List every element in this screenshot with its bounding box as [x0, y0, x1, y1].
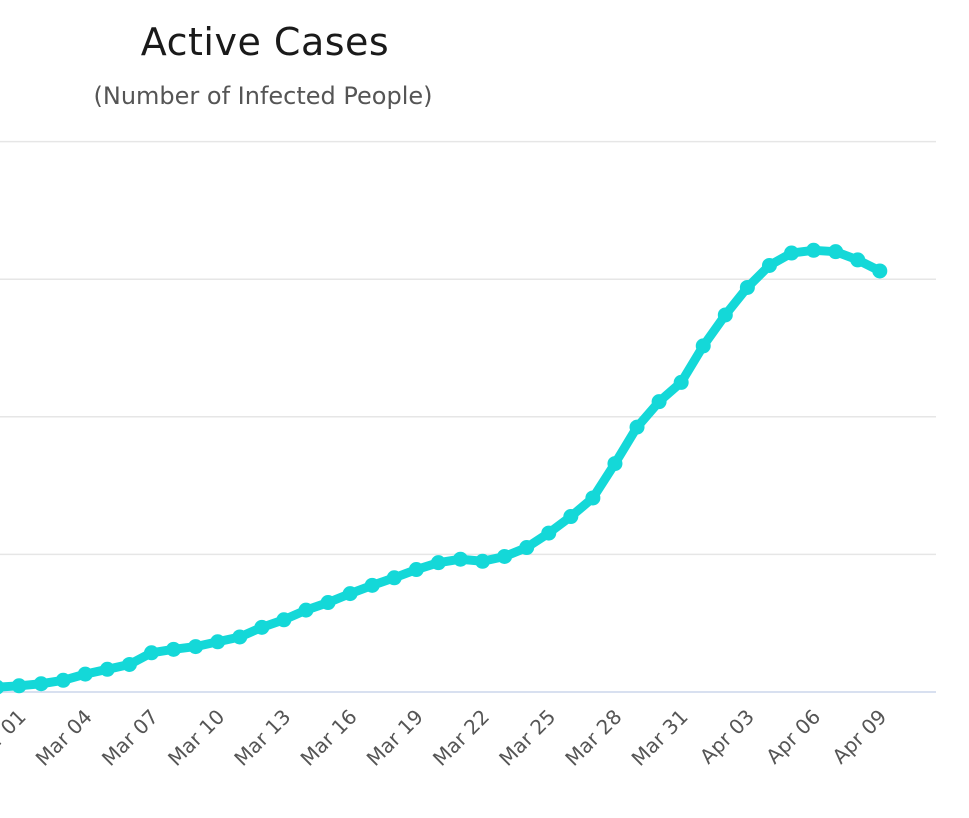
- data-point[interactable]: [475, 553, 491, 569]
- data-point[interactable]: [673, 374, 689, 390]
- data-point[interactable]: [232, 629, 248, 645]
- x-tick-label: Mar 07: [97, 705, 163, 771]
- series-layer: [0, 242, 888, 695]
- data-point[interactable]: [651, 394, 667, 410]
- x-tick-label: Mar 22: [428, 705, 494, 771]
- x-axis-ticks: Mar 01 Mar 04 Mar 07 Mar 10 Mar 13 Mar 16 Mar …: [0, 705, 891, 771]
- data-point[interactable]: [254, 619, 270, 635]
- data-point[interactable]: [430, 555, 446, 571]
- data-point[interactable]: [0, 680, 5, 695]
- data-point[interactable]: [298, 602, 314, 618]
- x-tick-label: Mar 19: [362, 705, 428, 771]
- data-point[interactable]: [11, 678, 27, 694]
- data-point[interactable]: [806, 242, 822, 258]
- data-point[interactable]: [563, 509, 579, 525]
- data-point[interactable]: [629, 419, 645, 435]
- data-point[interactable]: [386, 570, 402, 586]
- x-tick-label: Mar 13: [229, 705, 295, 771]
- x-tick-label: Mar 16: [296, 705, 362, 771]
- chart-subtitle: (Number of Infected People): [93, 82, 433, 110]
- data-point[interactable]: [717, 307, 733, 323]
- x-tick-label: Mar 10: [163, 705, 229, 771]
- data-point[interactable]: [784, 245, 800, 261]
- data-point[interactable]: [342, 586, 358, 602]
- x-tick-label: Apr 03: [695, 705, 759, 769]
- data-point[interactable]: [276, 612, 292, 628]
- x-tick-label: Apr 06: [761, 705, 825, 769]
- x-tick-label: Mar 01: [0, 705, 31, 771]
- data-point[interactable]: [850, 252, 866, 268]
- data-point[interactable]: [541, 525, 557, 541]
- data-point[interactable]: [77, 666, 93, 682]
- data-point[interactable]: [188, 639, 204, 655]
- x-tick-label: Mar 31: [627, 705, 693, 771]
- data-point[interactable]: [33, 676, 49, 692]
- data-point[interactable]: [364, 577, 380, 593]
- data-point[interactable]: [585, 490, 601, 506]
- data-point[interactable]: [452, 551, 468, 567]
- data-point[interactable]: [320, 595, 336, 611]
- gridlines: [0, 140, 936, 693]
- data-point[interactable]: [739, 279, 755, 295]
- data-point[interactable]: [99, 661, 115, 677]
- data-point[interactable]: [143, 645, 159, 661]
- data-point[interactable]: [695, 338, 711, 354]
- data-point[interactable]: [519, 540, 535, 556]
- data-point[interactable]: [607, 456, 623, 472]
- data-point[interactable]: [121, 656, 137, 672]
- data-point[interactable]: [166, 641, 182, 657]
- x-tick-label: Mar 25: [494, 705, 560, 771]
- data-point[interactable]: [497, 548, 513, 564]
- data-point[interactable]: [761, 257, 777, 273]
- series-line: [0, 245, 885, 692]
- data-point[interactable]: [408, 562, 424, 578]
- x-tick-label: Mar 28: [560, 705, 626, 771]
- data-point[interactable]: [210, 634, 226, 650]
- data-point[interactable]: [872, 263, 888, 279]
- x-tick-label: Apr 09: [827, 705, 891, 769]
- data-point[interactable]: [55, 672, 71, 688]
- data-point[interactable]: [828, 244, 844, 260]
- x-tick-label: Mar 04: [31, 705, 97, 771]
- chart-title: Active Cases: [140, 20, 390, 64]
